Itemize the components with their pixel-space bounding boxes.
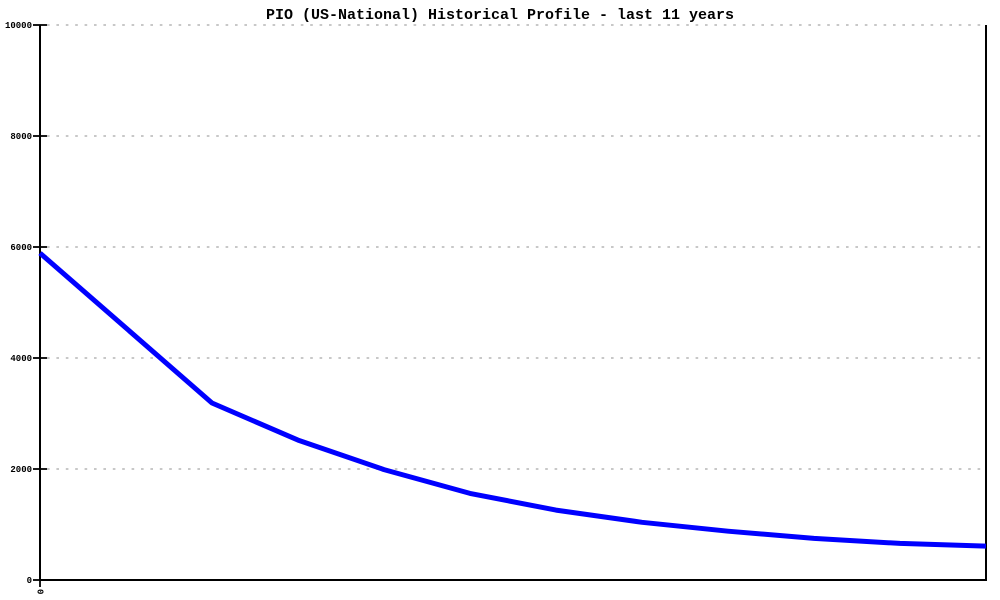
chart-title: PIO (US-National) Historical Profile - l…	[266, 7, 734, 24]
y-tick-label: 10000	[5, 21, 32, 31]
y-tick-label: 8000	[10, 132, 32, 142]
y-tick-label: 4000	[10, 354, 32, 364]
y-tick-label: 0	[27, 576, 32, 586]
x-tick-label: 0	[35, 589, 45, 594]
y-tick-label: 2000	[10, 465, 32, 475]
data-line	[38, 251, 987, 549]
plot-area: 0 2000 4000 6000 8000 10000 0	[5, 21, 987, 594]
y-tick-label: 6000	[10, 243, 32, 253]
